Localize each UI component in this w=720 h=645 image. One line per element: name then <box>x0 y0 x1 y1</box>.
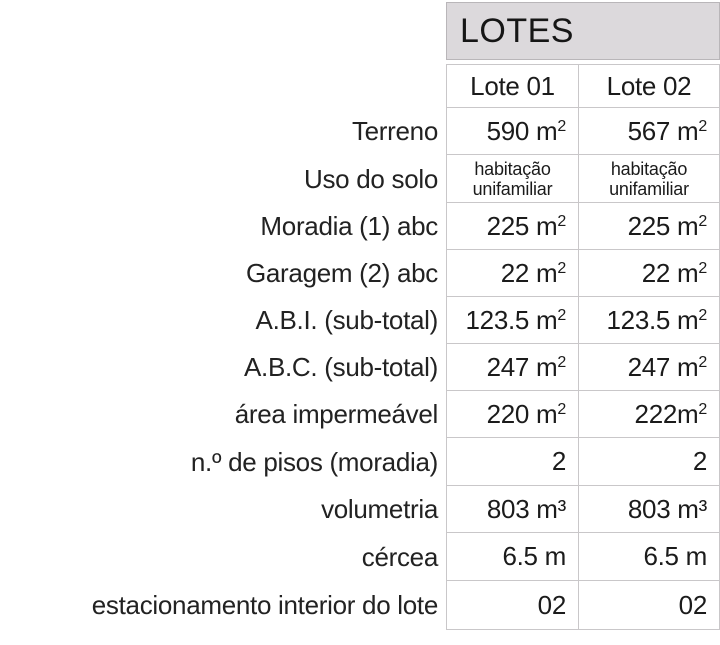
row-label: Uso do solo <box>304 163 438 194</box>
uso-line-2: unifamiliar <box>609 178 689 199</box>
cell-lote-02: 222m2 <box>579 391 720 438</box>
table-row-abi: A.B.I. (sub-total) 123.5 m2 123.5 m2 <box>0 297 720 344</box>
cell-lote-02: 123.5 m2 <box>579 297 720 344</box>
row-label: cércea <box>361 541 439 572</box>
table-row-uso-do-solo: Uso do solo habitação unifamiliar habitaç… <box>0 155 720 203</box>
cell-lote-02: 02 <box>579 581 720 630</box>
uso-line-2: unifamiliar <box>472 178 553 199</box>
cell-lote-02: 225 m2 <box>579 203 720 250</box>
cell-lote-01: 2 <box>446 438 579 486</box>
cell-lote-02: habitação unifamiliar <box>579 155 720 203</box>
table-title-row: LOTES <box>0 2 720 60</box>
table-row-pisos: n.º de pisos (moradia) 2 2 <box>0 438 720 486</box>
table-row-garagem: Garagem (2) abc 22 m2 22 m2 <box>0 250 720 297</box>
cell-lote-02: 6.5 m <box>579 533 720 581</box>
row-label: A.B.C. (sub-total) <box>244 352 438 382</box>
row-label: Garagem (2) abc <box>245 258 438 288</box>
cell-lote-02: 2 <box>579 438 720 486</box>
uso-line-1: habitação <box>610 158 688 179</box>
column-header-lote-02: Lote 02 <box>579 64 720 108</box>
cell-lote-01: 247 m2 <box>446 344 579 391</box>
table-row-abc: A.B.C. (sub-total) 247 m2 247 m2 <box>0 344 720 391</box>
cell-lote-01: 6.5 m <box>446 533 579 581</box>
header-label-empty <box>0 64 446 108</box>
table-row-volumetria: volumetria 803 m³ 803 m³ <box>0 486 720 533</box>
row-label: n.º de pisos (moradia) <box>190 446 438 477</box>
title-spacer <box>0 2 446 60</box>
row-label: Terreno <box>351 116 438 146</box>
cell-lote-01: 123.5 m2 <box>446 297 579 344</box>
cell-lote-01: 590 m2 <box>446 108 579 155</box>
table-row-area-impermeavel: área impermeável 220 m2 222m2 <box>0 391 720 438</box>
table-row-moradia: Moradia (1) abc 225 m2 225 m2 <box>0 203 720 250</box>
cell-lote-01: 803 m³ <box>446 486 579 533</box>
row-label: área impermeável <box>234 399 439 429</box>
row-label: volumetria <box>321 494 438 524</box>
table-title: LOTES <box>446 2 720 60</box>
cell-lote-02: 247 m2 <box>579 344 720 391</box>
cell-lote-01: 220 m2 <box>446 391 579 438</box>
cell-lote-02: 567 m2 <box>579 108 720 155</box>
cell-lote-02: 803 m³ <box>579 486 720 533</box>
row-label: A.B.I. (sub-total) <box>255 305 439 335</box>
cell-lote-01: habitação unifamiliar <box>446 155 579 203</box>
table-row-cercea: cércea 6.5 m 6.5 m <box>0 533 720 581</box>
cell-lote-02: 22 m2 <box>579 250 720 297</box>
row-label: estacionamento interior do lote <box>91 590 439 620</box>
cell-lote-01: 22 m2 <box>446 250 579 297</box>
column-header-lote-01: Lote 01 <box>446 64 579 108</box>
table-row-estacionamento: estacionamento interior do lote 02 02 <box>0 581 720 630</box>
cell-lote-01: 02 <box>446 581 579 630</box>
table-row-terreno: Terreno 590 m2 567 m2 <box>0 108 720 155</box>
lotes-table: LOTES Lote 01 Lote 02 Terreno 590 m2 567… <box>0 2 720 630</box>
column-header-row: Lote 01 Lote 02 <box>0 64 720 108</box>
uso-line-1: habitação <box>474 158 551 179</box>
cell-lote-01: 225 m2 <box>446 203 579 250</box>
row-label: Moradia (1) abc <box>260 211 438 241</box>
